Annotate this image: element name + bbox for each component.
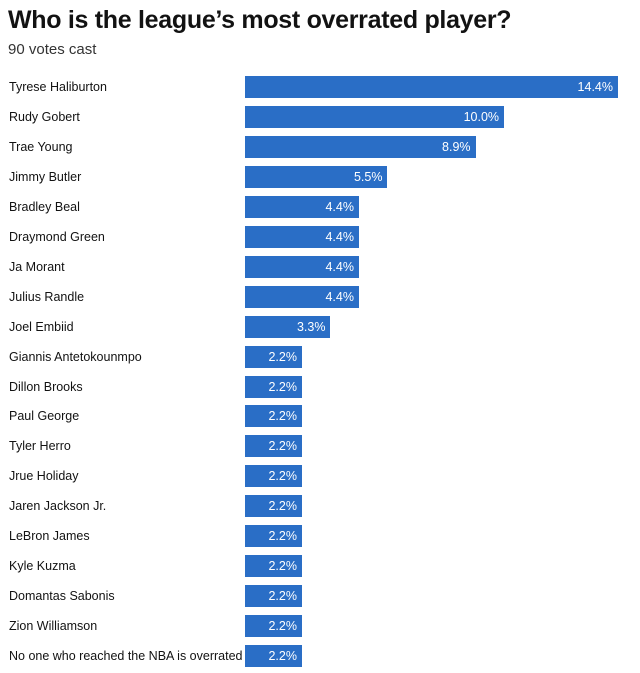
bar: 2.2%: [245, 495, 302, 518]
data-label: 2.2%: [268, 559, 297, 574]
bar: 2.2%: [245, 435, 302, 458]
bar: 4.4%: [245, 195, 359, 218]
bar: 3.3%: [245, 315, 331, 338]
bar: 14.4%: [245, 76, 618, 98]
category-label: Julius Randle: [9, 289, 85, 304]
bar: 2.2%: [245, 465, 302, 488]
category-label: Rudy Gobert: [9, 109, 80, 124]
category-label: LeBron James: [9, 529, 90, 544]
bar: 8.9%: [245, 135, 476, 158]
data-label: 4.4%: [325, 259, 354, 274]
bar: 4.4%: [245, 255, 359, 278]
category-label: Trae Young: [9, 139, 73, 154]
data-label: 4.4%: [325, 289, 354, 304]
data-label: 2.2%: [268, 589, 297, 604]
bar: 2.2%: [245, 525, 302, 548]
category-label: Joel Embiid: [9, 319, 74, 334]
bar: 2.2%: [245, 555, 302, 578]
category-label: No one who reached the NBA is overrated: [9, 649, 243, 664]
data-label: 4.4%: [325, 199, 354, 214]
bar: 4.4%: [245, 225, 359, 248]
data-label: 2.2%: [268, 649, 297, 664]
bar: 2.2%: [245, 645, 302, 668]
data-label: 2.2%: [268, 469, 297, 484]
bar: 2.2%: [245, 615, 302, 638]
category-label: Ja Morant: [9, 259, 65, 274]
data-label: 14.4%: [577, 80, 613, 94]
category-label: Kyle Kuzma: [9, 559, 76, 574]
bar: 10.0%: [245, 105, 505, 128]
chart-subtitle: 90 votes cast: [8, 41, 97, 58]
data-label: 2.2%: [268, 349, 297, 364]
bar: 2.2%: [245, 405, 302, 428]
data-label: 4.4%: [325, 229, 354, 244]
data-label: 2.2%: [268, 529, 297, 544]
category-label: Dillon Brooks: [9, 379, 83, 394]
category-label: Domantas Sabonis: [9, 589, 115, 604]
data-label: 3.3%: [296, 319, 326, 334]
category-label: Zion Williamson: [9, 619, 98, 634]
category-label: Giannis Antetokounmpo: [9, 349, 142, 364]
category-label: Draymond Green: [9, 229, 105, 244]
category-label: Paul George: [9, 409, 80, 424]
category-label: Tyler Herro: [9, 439, 71, 454]
data-label: 2.2%: [268, 439, 297, 454]
category-label: Jrue Holiday: [9, 469, 79, 484]
chart-title: Who is the league’s most overrated playe…: [8, 6, 512, 34]
bar: 2.2%: [245, 375, 302, 398]
data-label: 2.2%: [268, 619, 297, 634]
category-label: Bradley Beal: [9, 199, 80, 214]
bar: 2.2%: [245, 585, 302, 608]
bar: 4.4%: [245, 285, 359, 308]
data-label: 2.2%: [268, 379, 297, 394]
data-label: 10.0%: [463, 109, 500, 124]
bar: 5.5%: [245, 165, 388, 188]
data-label: 5.5%: [353, 169, 383, 184]
data-label: 2.2%: [268, 409, 297, 424]
data-label: 2.2%: [268, 499, 297, 514]
bar: 2.2%: [245, 345, 302, 368]
data-label: 8.9%: [442, 139, 471, 154]
category-label: Tyrese Haliburton: [9, 80, 107, 94]
category-label: Jaren Jackson Jr.: [9, 499, 107, 514]
category-label: Jimmy Butler: [9, 169, 82, 184]
